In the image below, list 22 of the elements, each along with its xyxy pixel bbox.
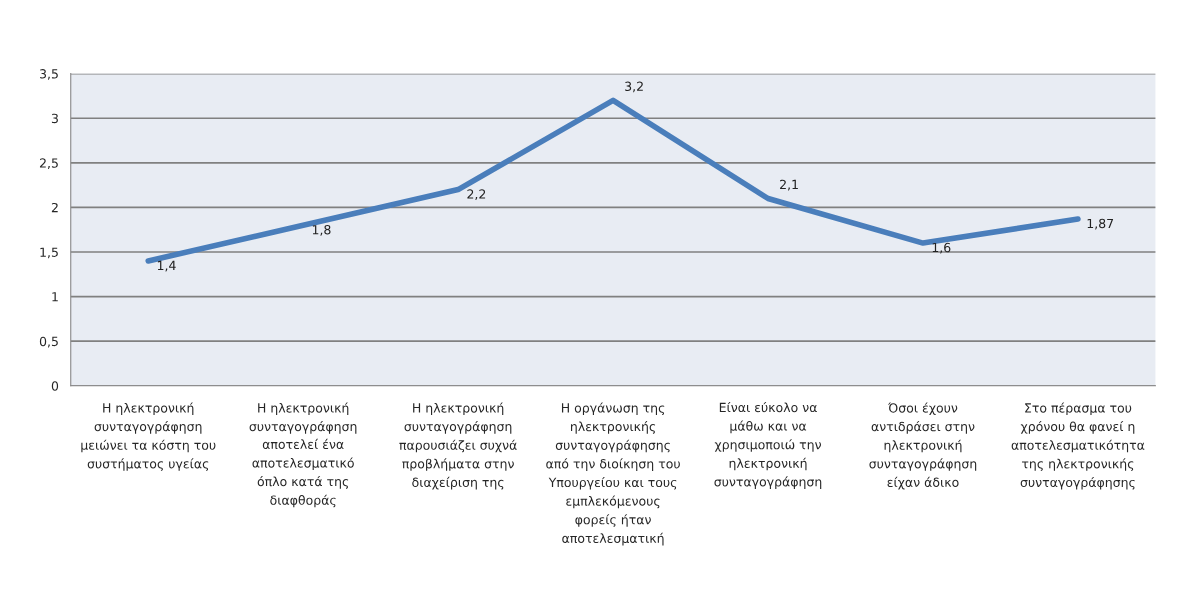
data-label: 1,4 — [157, 260, 176, 272]
y-tick-label: 1,5 — [40, 247, 58, 259]
data-label: 2,1 — [780, 179, 798, 191]
y-tick-label: 2 — [51, 202, 58, 213]
data-label: 3,2 — [625, 81, 643, 93]
x-tick-label: Η ηλεκτρονική συνταγογράφηση αποτελεί ένα αποτελεσματικό όπλο κατά της διαφθοράς — [249, 402, 357, 508]
y-tick-label: 3,5 — [40, 69, 58, 80]
y-tick-label: 2,5 — [39, 158, 58, 170]
x-tick-label: Όσοι έχουν αντιδράσει στην ηλεκτρονική συνταγογράφηση είχαν άδικο — [869, 402, 977, 490]
y-tick-label: 3 — [51, 113, 58, 124]
data-label: 1,6 — [932, 242, 951, 254]
y-tick-label: 1 — [52, 292, 58, 302]
x-tick-label: Στο πέρασμα του χρόνου θα φανεί η αποτελεσματικότητα της ηλεκτρονικής συνταγογράφησης — [1011, 402, 1145, 490]
data-label: 1,8 — [312, 224, 331, 236]
data-label: 1,87 — [1087, 218, 1114, 230]
x-tick-label: Είναι εύκολο να μάθω και να χρησιμοποιώ την ηλεκτρονική συνταγογράφηση — [714, 401, 822, 489]
x-tick-label: Η ηλεκτρονική συνταγογράφηση μειώνει τα κόστη του συστήματος υγείας — [81, 402, 216, 471]
x-tick-label: Η ηλεκτρονική συνταγογράφηση παρουσιάζει συχνά προβλήματα στην διαχείριση της — [399, 402, 517, 490]
x-tick-label: Η οργάνωση της ηλεκτρονικής συνταγογράφησης από την διοίκηση του Υπουργείου και τους εμπλεκόμενους φορείς ήταν αποτελεσματική — [546, 402, 680, 546]
data-label: 2,2 — [467, 189, 486, 201]
y-tick-label: 0 — [51, 381, 59, 391]
y-tick-label: 0,5 — [39, 336, 58, 348]
